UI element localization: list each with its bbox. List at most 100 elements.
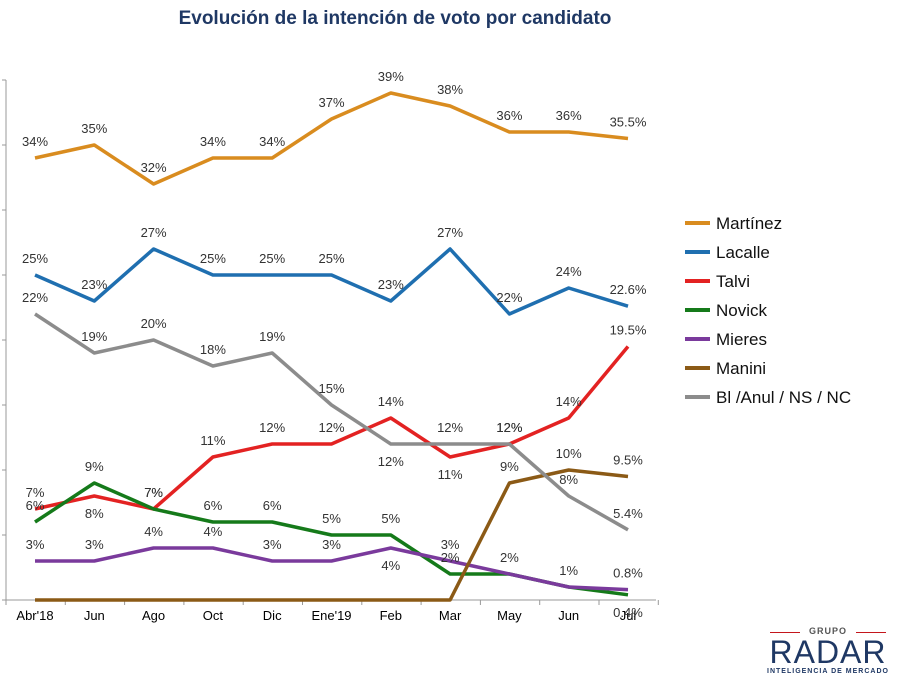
series-line-bl-anul-ns-nc [34,312,629,532]
data-label: 4% [204,524,223,539]
data-label: 8% [559,472,578,487]
legend: Martínez Lacalle Talvi Novick Mieres Manini Bl… [685,214,851,407]
x-tick-label: Abr'18 [16,608,53,623]
data-label: 0.8% [613,566,643,581]
x-tick-label: Mar [439,608,462,623]
data-label: 4% [144,524,163,539]
data-label: 15% [318,381,344,396]
data-label: 23% [81,277,107,292]
series-line-lacalle [34,247,629,316]
data-label: 12% [378,454,404,469]
series-line-manini [35,468,629,602]
series-line-mart-nez [34,91,629,186]
data-label: 7% [144,485,163,500]
data-label: 3% [322,537,341,552]
data-label: 2% [500,550,519,565]
x-tick-label: Jun [84,608,105,623]
data-label: 0.4% [613,605,643,620]
data-label: 19% [259,329,285,344]
series-line-mieres [35,546,629,592]
x-tick-label: Ene'19 [311,608,351,623]
data-label: 19.5% [610,323,647,338]
data-label: 39% [378,69,404,84]
series-lines [34,91,630,602]
logo-main-text: RADAR [769,634,887,670]
series-line-talvi [34,345,630,511]
data-label: 34% [200,134,226,149]
data-label: 9% [85,459,104,474]
data-label: 12% [496,420,522,435]
data-label: 12% [318,420,344,435]
data-label: 32% [141,160,167,175]
logo-divider-left [770,632,800,633]
data-label: 34% [259,134,285,149]
data-label: 25% [22,251,48,266]
logo-divider-right [856,632,886,633]
data-label: 36% [556,108,582,123]
logo-top-text: GRUPO [808,626,847,636]
data-label: 24% [556,264,582,279]
data-label: 22.6% [610,282,647,297]
data-label: 4% [381,558,400,573]
data-label: 35% [81,121,107,136]
data-label: 25% [259,251,285,266]
x-tick-label: Oct [203,608,224,623]
x-tick-label: Dic [263,608,282,623]
legend-label: Martínez [716,214,782,233]
data-label: 38% [437,82,463,97]
data-label: 3% [441,537,460,552]
data-label: 7% [26,485,45,500]
data-label: 37% [318,95,344,110]
data-label: 35.5% [610,115,647,130]
radar-logo: GRUPO RADAR INTELIGENCIA DE MERCADO [766,624,890,678]
chart-title: Evolución de la intención de voto por ca… [178,8,612,29]
data-labels: 34% 35% 32% 34% 34% 37% 39% 38% 36% 36% 35.5% 25% 23… [22,69,647,620]
data-label: 5.4% [613,506,643,521]
legend-label: Novick [716,301,768,320]
legend-label: Talvi [716,272,750,291]
data-label: 9.5% [613,453,643,468]
data-label: 19% [81,329,107,344]
data-label: 20% [141,316,167,331]
x-tick-label: May [497,608,522,623]
data-label: 3% [263,537,282,552]
data-label: 22% [496,290,522,305]
data-label: 11% [200,433,225,448]
data-label: 7% [144,485,163,500]
data-label: 27% [141,225,167,240]
data-label: 12% [259,420,285,435]
data-label: 14% [556,394,582,409]
data-label: 6% [263,498,282,513]
legend-label: Lacalle [716,243,770,262]
x-tick-label: Jun [558,608,579,623]
data-label: 6% [204,498,223,513]
data-label: 1% [559,563,578,578]
legend-label: Manini [716,359,766,378]
data-label: 9% [500,459,519,474]
data-label: 34% [22,134,48,149]
data-label: 2% [441,550,460,565]
data-label: 10% [556,446,582,461]
data-label: 36% [496,108,522,123]
data-label: 23% [378,277,404,292]
chart-axes: Abr'18 Jun Ago Oct Dic Ene'19 Feb Mar May Jun Jul [2,79,659,623]
data-label: 3% [26,537,45,552]
data-label: 11% [438,467,463,482]
data-label: 12% [496,420,522,435]
legend-label: Mieres [716,330,767,349]
data-label: 5% [381,511,400,526]
data-label: 25% [200,251,226,266]
data-label: 18% [200,342,226,357]
data-label: 22% [22,290,48,305]
data-label: 27% [437,225,463,240]
x-tick-label: Feb [380,608,402,623]
x-tick-label: Jul [620,608,637,623]
x-tick-label: Ago [142,608,165,623]
data-label: 25% [318,251,344,266]
logo-sub-text: INTELIGENCIA DE MERCADO [767,668,889,675]
legend-label: Bl /Anul / NS / NC [716,388,851,407]
data-label: 8% [85,506,104,521]
data-label: 5% [322,511,341,526]
data-label: 12% [437,420,463,435]
